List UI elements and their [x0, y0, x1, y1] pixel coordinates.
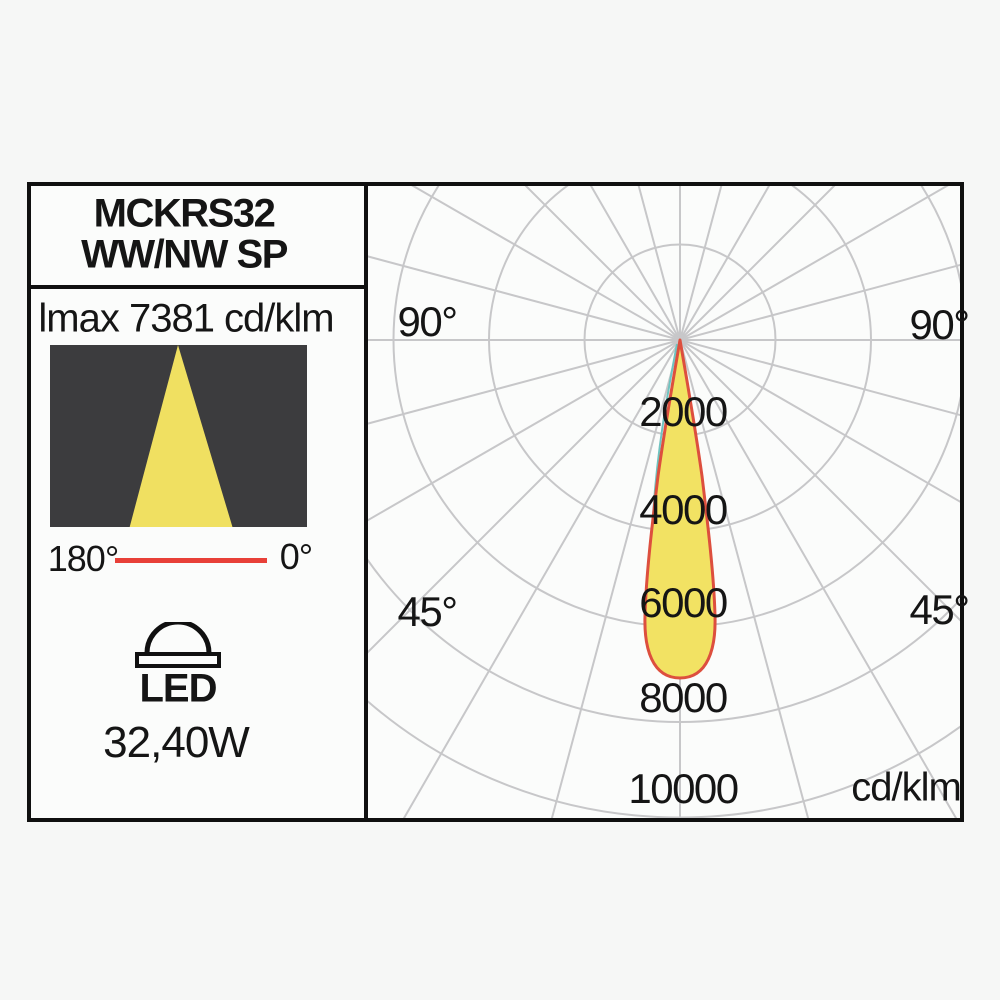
polar-diagram — [368, 186, 960, 818]
led-label: LED — [139, 666, 218, 711]
title-divider — [31, 285, 364, 289]
led-dome-icon — [144, 622, 212, 654]
led-icon — [135, 622, 221, 668]
panel-divider — [364, 182, 368, 822]
beam-curve — [643, 338, 717, 680]
ring-label-2000: 2000 — [639, 388, 728, 435]
angle-90-left-label: 90° — [397, 298, 458, 345]
led-base-icon — [135, 652, 221, 668]
angle-45-left-label: 45° — [397, 588, 458, 635]
ring-label-8000: 8000 — [639, 674, 728, 721]
scale-180-label: 180° — [47, 538, 119, 579]
scale-0-label: 0° — [279, 536, 313, 577]
wattage-label: 32,40W — [103, 718, 250, 767]
angle-90-right-label: 90° — [909, 301, 970, 348]
beam-axis-red-line — [115, 558, 267, 563]
angle-45-right-label: 45° — [909, 586, 970, 633]
unit-label: cd/klm — [851, 765, 962, 810]
beam-cone-shape — [129, 345, 233, 527]
lmax-value: lmax 7381 cd/klm — [38, 296, 334, 341]
ring-label-4000: 4000 — [639, 486, 728, 533]
ring-label-6000: 6000 — [639, 579, 728, 626]
beam-illustration — [50, 345, 307, 527]
product-variant: WW/NW SP — [81, 232, 288, 277]
ring-label-10000: 10000 — [628, 765, 739, 812]
product-code: MCKRS32 — [93, 191, 276, 236]
